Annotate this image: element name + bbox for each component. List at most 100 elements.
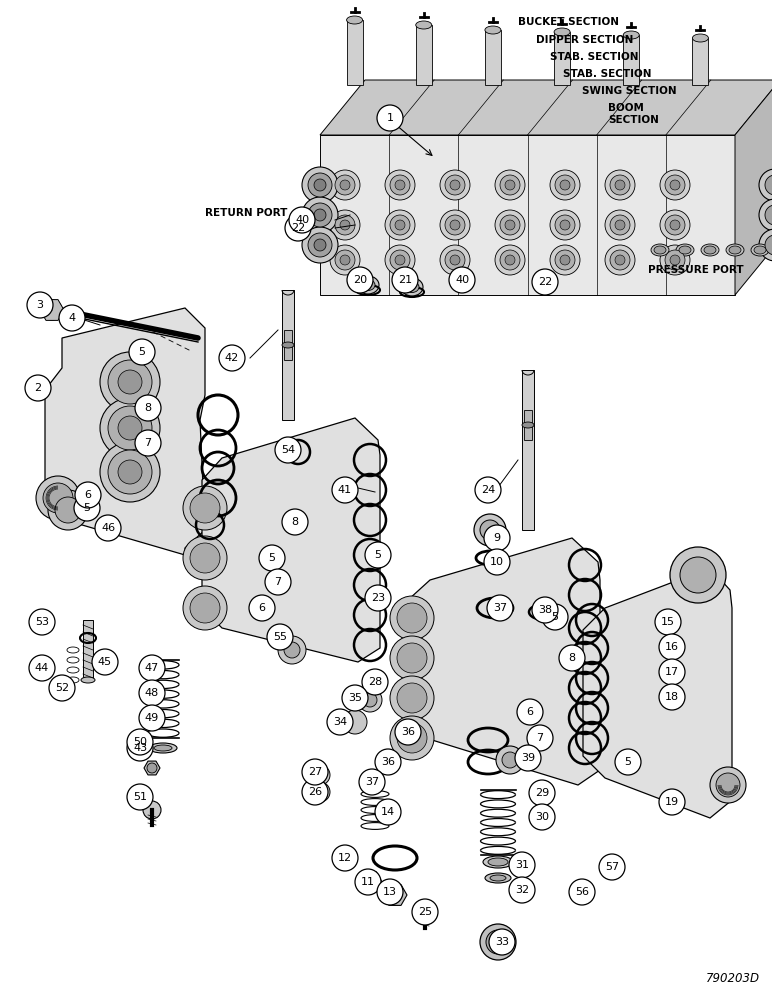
Ellipse shape [651,244,669,256]
Circle shape [555,215,575,235]
Ellipse shape [81,677,95,683]
Circle shape [147,763,157,773]
Text: 24: 24 [481,485,495,495]
Circle shape [397,643,427,673]
Circle shape [259,545,285,571]
Circle shape [445,250,465,270]
Ellipse shape [676,244,694,256]
Circle shape [129,339,155,365]
Text: 44: 44 [35,663,49,673]
Circle shape [377,879,403,905]
Circle shape [480,520,500,540]
Circle shape [505,255,515,265]
Circle shape [340,220,350,230]
Circle shape [330,170,360,200]
Text: 30: 30 [535,812,549,822]
Polygon shape [45,308,205,555]
Text: 40: 40 [295,215,309,225]
Text: 12: 12 [338,853,352,863]
Ellipse shape [654,246,666,254]
Circle shape [502,752,518,768]
Text: 53: 53 [35,617,49,627]
Circle shape [365,542,391,568]
Text: 15: 15 [661,617,675,627]
Circle shape [330,245,360,275]
Circle shape [484,525,510,551]
Circle shape [550,170,580,200]
Circle shape [615,255,625,265]
Circle shape [710,767,746,803]
Text: 35: 35 [348,693,362,703]
Ellipse shape [361,279,375,290]
Text: 5: 5 [138,347,145,357]
Circle shape [445,175,465,195]
Circle shape [355,869,381,895]
Text: 34: 34 [333,717,347,727]
Text: 56: 56 [575,887,589,897]
Circle shape [397,603,427,633]
Text: 32: 32 [515,885,529,895]
Circle shape [605,245,635,275]
Circle shape [375,749,401,775]
Bar [347,20,363,85]
Circle shape [529,804,555,830]
Circle shape [284,642,300,658]
Ellipse shape [679,246,691,254]
Circle shape [190,593,220,623]
Circle shape [190,493,220,523]
Circle shape [486,930,510,954]
Circle shape [765,235,772,255]
Text: 19: 19 [665,797,679,807]
Text: 57: 57 [605,862,619,872]
Circle shape [392,267,418,293]
Circle shape [395,255,405,265]
Circle shape [27,292,53,318]
Ellipse shape [704,246,716,254]
Circle shape [569,879,595,905]
Circle shape [377,105,403,131]
Text: 40: 40 [455,275,469,285]
Circle shape [670,547,726,603]
Polygon shape [144,761,160,775]
Text: 4: 4 [69,313,76,323]
Circle shape [335,215,355,235]
Text: 39: 39 [521,753,535,763]
Text: 36: 36 [381,757,395,767]
Circle shape [665,215,685,235]
Ellipse shape [401,278,423,296]
Circle shape [249,595,275,621]
Ellipse shape [282,342,294,348]
Ellipse shape [488,858,508,866]
Circle shape [489,929,515,955]
Polygon shape [202,418,380,662]
Text: 33: 33 [495,937,509,947]
Circle shape [385,170,415,200]
Text: 3: 3 [36,300,43,310]
Circle shape [716,773,740,797]
Circle shape [190,543,220,573]
Bar [524,410,532,440]
Circle shape [509,877,535,903]
Text: 23: 23 [371,593,385,603]
Text: 2: 2 [35,383,42,393]
Circle shape [659,789,685,815]
Circle shape [308,233,332,257]
Circle shape [108,406,152,450]
Ellipse shape [154,745,172,751]
Circle shape [59,305,85,331]
Circle shape [395,719,421,745]
Circle shape [390,716,434,760]
Circle shape [659,634,685,660]
Text: PRESSURE PORT: PRESSURE PORT [648,265,743,275]
Circle shape [550,245,580,275]
Circle shape [655,609,681,635]
Text: 31: 31 [515,860,529,870]
Text: BOOM: BOOM [608,103,644,113]
Text: 7: 7 [144,438,151,448]
Circle shape [412,899,438,925]
Circle shape [330,210,360,240]
Circle shape [660,170,690,200]
Circle shape [605,210,635,240]
Text: DIPPER SECTION: DIPPER SECTION [536,35,633,45]
Text: 1: 1 [387,113,394,123]
